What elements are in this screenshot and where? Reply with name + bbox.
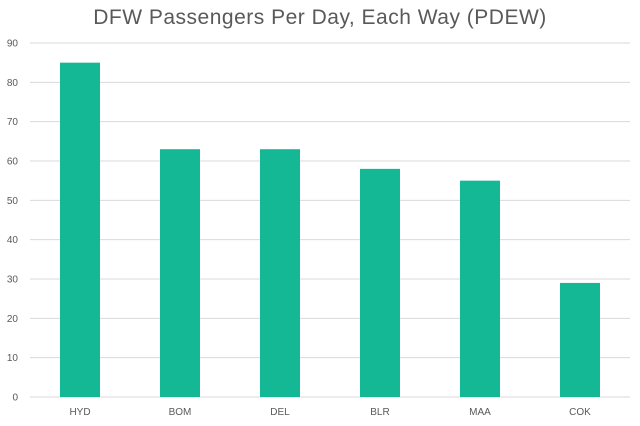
x-tick-label: MAA xyxy=(469,407,491,418)
x-tick-label: HYD xyxy=(69,407,90,418)
bar-cok xyxy=(560,282,600,397)
bar-del xyxy=(260,149,300,397)
x-tick-label: DEL xyxy=(270,407,290,418)
bars xyxy=(60,62,600,398)
gridlines xyxy=(30,42,630,398)
bar-maa xyxy=(460,180,500,397)
x-axis-ticks: HYD BOM DEL BLR MAA COK xyxy=(69,407,591,418)
y-tick-label: 60 xyxy=(7,157,19,168)
x-tick-label: BLR xyxy=(370,407,389,418)
y-tick-label: 50 xyxy=(7,196,19,207)
y-tick-label: 90 xyxy=(7,39,19,50)
x-tick-label: COK xyxy=(569,407,591,418)
y-tick-label: 70 xyxy=(7,117,19,128)
y-tick-label: 20 xyxy=(7,314,19,325)
chart-title: DFW Passengers Per Day, Each Way (PDEW) xyxy=(93,6,547,29)
y-tick-label: 0 xyxy=(12,393,18,404)
y-tick-label: 80 xyxy=(7,78,19,89)
y-tick-label: 40 xyxy=(7,235,19,246)
bar-bom xyxy=(160,149,200,397)
bar-blr xyxy=(360,168,400,397)
y-tick-label: 10 xyxy=(7,353,19,364)
y-tick-label: 30 xyxy=(7,275,19,286)
bar-hyd xyxy=(60,62,100,398)
y-axis-ticks: 0 10 20 30 40 50 60 70 80 90 xyxy=(7,39,19,404)
x-tick-label: BOM xyxy=(169,407,192,418)
